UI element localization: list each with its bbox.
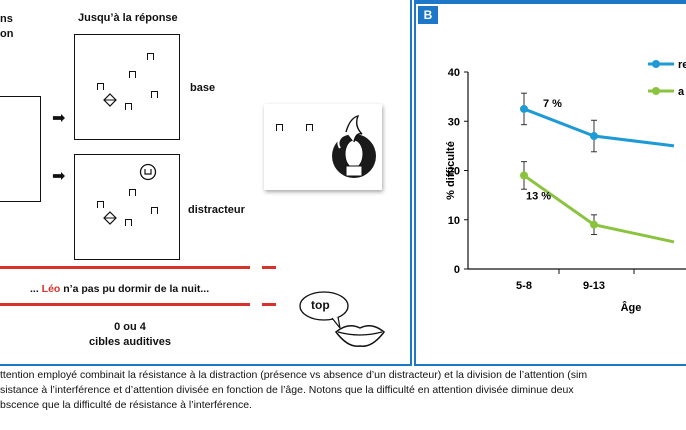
- auditory-sentence: ... Léo n’a pas pu dormir de la nuit...: [30, 283, 209, 295]
- legend-label: a: [678, 86, 685, 98]
- target-square-icon: [151, 207, 158, 214]
- auditory-targets: 0 ou 4 cibles auditives: [70, 320, 190, 350]
- x-axis-label: Âge: [621, 301, 642, 314]
- targets-line1: 0 ou 4: [114, 321, 146, 333]
- timeline-red-dash: [262, 303, 276, 306]
- legend-marker: [652, 60, 660, 68]
- header-left-line1: ns: [0, 13, 13, 25]
- y-axis-label: % difficulté: [445, 141, 457, 200]
- timeline-red-dash: [262, 266, 276, 269]
- target-square-icon: [276, 124, 283, 131]
- caption-line2: sistance à l’interférence et d’attention…: [0, 384, 574, 396]
- display-box-distracteur: [74, 154, 180, 260]
- targets-line2: cibles auditives: [89, 336, 171, 348]
- timeline-red-line: [0, 266, 250, 269]
- y-tick-label: 30: [448, 116, 460, 128]
- stimulus-card: [264, 104, 382, 190]
- x-tick-label: 5-8: [516, 280, 532, 292]
- data-point: [520, 104, 528, 113]
- distractor-figure-icon: [332, 114, 376, 178]
- y-tick-label: 20: [448, 166, 460, 178]
- speech-bubble-text: top: [311, 298, 330, 312]
- header-left: ns on: [0, 12, 13, 42]
- y-tick-label: 40: [448, 67, 460, 79]
- y-tick-label: 0: [454, 264, 460, 276]
- target-square-icon: [125, 103, 132, 110]
- timeline-red-line: [0, 303, 250, 306]
- data-point: [590, 132, 598, 141]
- label-base: base: [190, 82, 216, 94]
- display-box-left: [0, 96, 41, 202]
- target-square-icon: [147, 53, 154, 60]
- legend-label: re: [678, 59, 686, 71]
- distractor-circle-icon: [139, 163, 157, 181]
- label-distracteur: distracteur: [188, 204, 245, 216]
- diamond-target-icon: [103, 211, 117, 225]
- legend-marker: [652, 87, 660, 95]
- target-square-icon: [97, 201, 104, 208]
- target-square-icon: [151, 91, 158, 98]
- sentence-rest: n’a pas pu dormir de la nuit...: [60, 283, 210, 295]
- arrow-right-icon: ➡: [52, 110, 66, 127]
- panel-a: [0, 0, 412, 366]
- caption-line3: bscence que la difficulté de résistance …: [0, 399, 252, 411]
- target-square-icon: [129, 189, 136, 196]
- header-left-line2: on: [0, 28, 14, 40]
- series-line-0: [523, 107, 675, 148]
- target-square-icon: [97, 83, 104, 90]
- figure-caption: ttention employé combinait la résistance…: [0, 368, 686, 413]
- data-annotation: 7 %: [543, 98, 562, 110]
- x-tick-label: 9-13: [583, 280, 605, 292]
- data-point: [520, 171, 528, 180]
- caption-line1: ttention employé combinait la résistance…: [0, 369, 588, 381]
- sentence-prefix: ...: [30, 283, 42, 295]
- header-mid: Jusqu’à la réponse: [78, 12, 178, 24]
- speech-bubble-icon: [299, 291, 386, 347]
- panel-b-letter: B: [418, 6, 438, 24]
- panel-b: [414, 0, 686, 366]
- line-chart: 0 10 20 30 40 5-8 9-13 Âge % difficulté re a 7 % 13 …: [445, 59, 686, 314]
- target-square-icon: [306, 124, 313, 131]
- data-annotation: 13 %: [526, 190, 551, 202]
- y-tick-label: 10: [448, 215, 460, 227]
- target-square-icon: [125, 219, 132, 226]
- diamond-target-icon: [103, 93, 117, 107]
- series-line-1: [523, 174, 675, 244]
- arrow-right-icon: ➡: [52, 168, 66, 185]
- sentence-name: Léo: [41, 283, 61, 295]
- target-square-icon: [129, 71, 136, 78]
- data-point: [590, 220, 598, 229]
- display-box-base: [74, 34, 180, 140]
